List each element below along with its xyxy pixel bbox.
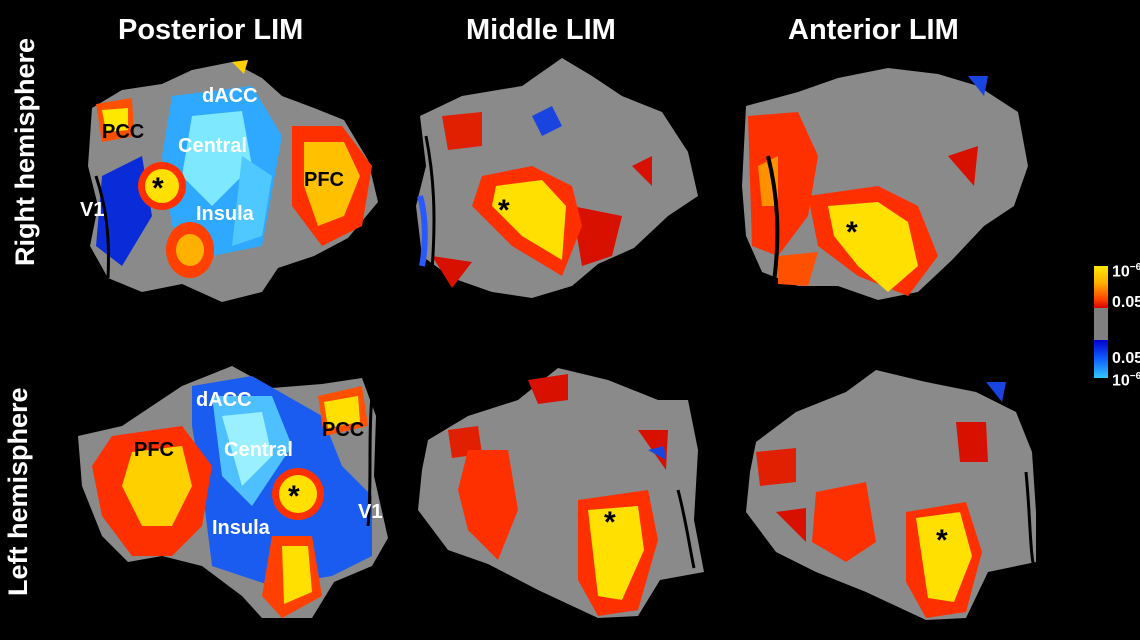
column-title-anterior: Anterior LIM [788, 14, 959, 46]
region-label-central: Central [178, 135, 247, 157]
row-label-right-hemisphere: Right hemisphere [10, 37, 40, 266]
brain-map-left-anterior: * [736, 362, 1046, 632]
column-title-middle: Middle LIM [466, 14, 616, 46]
seed-marker: * [152, 172, 164, 205]
seed-marker: * [604, 506, 616, 539]
seed-marker: * [846, 216, 858, 249]
region-label-dacc: dACC [196, 389, 252, 411]
column-title-posterior: Posterior LIM [118, 14, 304, 46]
region-label-pfc: PFC [134, 439, 174, 461]
brain-map-left-middle: * [408, 360, 718, 630]
seed-marker: * [288, 480, 300, 513]
region-label-dacc: dACC [202, 85, 258, 107]
row-label-left-hemisphere: Left hemisphere [3, 387, 33, 596]
colorbar-label-pos-min: 0.05 [1112, 294, 1140, 311]
colorbar-label-neg-min: 0.05 [1112, 350, 1140, 367]
significance-colorbar [1094, 266, 1108, 378]
region-label-insula: Insula [196, 203, 255, 225]
region-label-pcc: PCC [322, 419, 364, 441]
region-label-pcc: PCC [102, 121, 144, 143]
region-label-v1: V1 [80, 199, 104, 221]
brain-map-left-posterior: dACC Central PFC PCC V1 Insula * [72, 356, 392, 626]
brain-map-right-middle: * [412, 56, 712, 316]
colorbar-label-neg-max: 10−6 [1112, 371, 1140, 390]
seed-marker: * [936, 524, 948, 557]
colorbar-label-pos-max: 10−6 [1112, 262, 1140, 281]
brain-map-right-anterior: * [738, 56, 1038, 316]
region-label-pfc: PFC [304, 169, 344, 191]
region-label-insula: Insula [212, 517, 271, 539]
region-label-central: Central [224, 439, 293, 461]
brain-map-right-posterior: PCC dACC Central PFC V1 Insula * [80, 56, 382, 316]
seed-marker: * [498, 194, 510, 227]
region-label-v1: V1 [358, 501, 382, 523]
